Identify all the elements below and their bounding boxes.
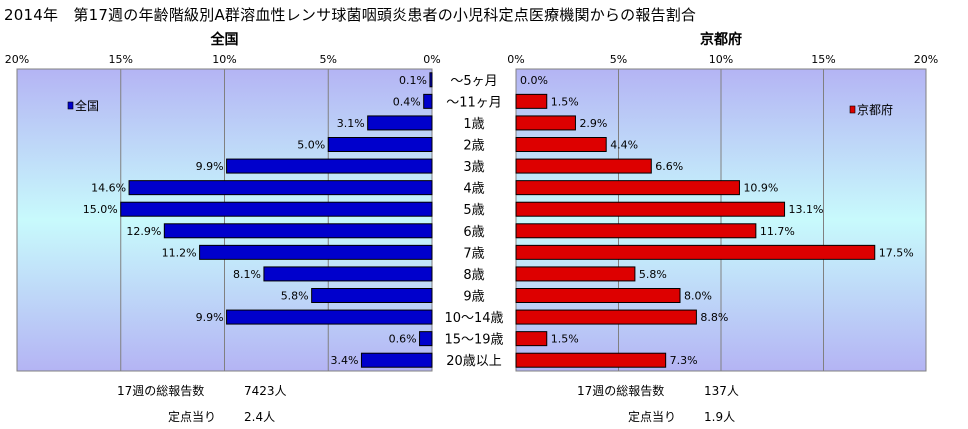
left-data-label: 0.6%: [389, 333, 417, 346]
right-bar: [515, 223, 757, 239]
right-bar: [515, 115, 576, 131]
category-label: 15～19歳: [444, 333, 503, 348]
right-data-label: 8.8%: [700, 311, 728, 324]
left-bar: [423, 93, 433, 109]
category-label: 5歳: [463, 203, 484, 218]
left-bar: [360, 352, 433, 368]
category-label: 20歳以上: [446, 354, 502, 369]
category-label: 9歳: [463, 290, 484, 305]
left-bar: [226, 309, 433, 325]
category-label: 7歳: [463, 246, 484, 261]
right-bar: [515, 158, 652, 174]
left-bar: [163, 223, 433, 239]
right-data-label: 11.7%: [760, 225, 795, 238]
right-data-label: 7.3%: [670, 354, 698, 367]
left-tick-label: 0%: [423, 53, 440, 66]
right-bar: [515, 93, 548, 109]
right-tick-label: 5%: [610, 53, 627, 66]
category-label: ～11ヶ月: [446, 95, 502, 110]
left-bar: [120, 201, 433, 217]
right-bar: [515, 201, 786, 217]
left-bar: [263, 266, 433, 282]
right-data-label: 4.4%: [610, 139, 638, 152]
right-data-label: 6.6%: [655, 160, 683, 173]
left-data-label: 5.0%: [297, 139, 325, 152]
left-tick-label: 5%: [320, 53, 337, 66]
right-bar: [515, 288, 681, 303]
left-bar: [226, 158, 433, 174]
right-tick-label: 0%: [507, 53, 524, 66]
left-per-value: 2.4人: [244, 410, 276, 424]
right-per-value: 1.9人: [704, 410, 736, 424]
right-data-label: 13.1%: [789, 203, 824, 216]
right-data-label: 17.5%: [879, 246, 914, 259]
left-legend-swatch: [67, 101, 74, 110]
right-data-label: 1.5%: [551, 95, 579, 108]
left-data-label: 15.0%: [83, 203, 118, 216]
left-tick-label: 15%: [109, 53, 133, 66]
left-tick-label: 10%: [212, 53, 236, 66]
left-panel-title: 全国: [210, 31, 239, 48]
left-data-label: 3.4%: [330, 354, 358, 367]
right-bar: [515, 244, 876, 260]
right-data-label: 10.9%: [743, 182, 778, 195]
category-label: ～5ヶ月: [450, 74, 497, 89]
left-total-value: 7423人: [244, 384, 287, 398]
left-data-label: 9.9%: [196, 160, 224, 173]
right-tick-label: 20%: [914, 53, 938, 66]
left-data-label: 8.1%: [233, 268, 261, 281]
left-per-label: 定点当り: [168, 410, 217, 424]
category-label: 4歳: [463, 182, 484, 197]
right-panel-title: 京都府: [700, 31, 742, 48]
left-data-label: 12.9%: [126, 225, 161, 238]
right-bar: [515, 137, 607, 152]
right-tick-label: 10%: [709, 53, 733, 66]
right-bar: [515, 331, 548, 347]
left-data-label: 0.1%: [399, 74, 427, 87]
left-data-label: 0.4%: [393, 95, 421, 108]
right-bar: [515, 180, 740, 196]
right-data-label: 5.8%: [639, 268, 667, 281]
right-legend-swatch: [849, 105, 856, 114]
left-data-label: 9.9%: [196, 311, 224, 324]
category-label: 6歳: [463, 225, 484, 240]
left-bar: [128, 180, 433, 196]
left-data-label: 3.1%: [337, 117, 365, 130]
left-bar: [311, 288, 433, 303]
left-total-label: 17週の総報告数: [117, 384, 205, 398]
left-data-label: 14.6%: [91, 182, 126, 195]
left-bar: [419, 331, 433, 347]
right-data-label: 1.5%: [551, 333, 579, 346]
category-label: 2歳: [463, 139, 484, 154]
right-data-label: 0.0%: [520, 74, 548, 87]
category-label: 8歳: [463, 268, 484, 283]
right-legend-label: 京都府: [857, 102, 893, 117]
left-bar: [367, 115, 433, 131]
category-label: 1歳: [463, 117, 484, 132]
left-bar: [327, 137, 433, 152]
left-data-label: 5.8%: [281, 290, 309, 303]
right-bar: [515, 266, 636, 282]
right-data-label: 2.9%: [579, 117, 607, 130]
right-bar: [515, 309, 697, 325]
left-data-label: 11.2%: [162, 246, 197, 259]
right-total-value: 137人: [704, 384, 739, 398]
right-tick-label: 15%: [811, 53, 835, 66]
category-label: 3歳: [463, 160, 484, 175]
chart-title: 2014年 第17週の年齢階級別A群溶血性レンサ球菌咽頭炎患者の小児科定点医療機…: [4, 6, 697, 24]
right-data-label: 8.0%: [684, 290, 712, 303]
right-bar: [515, 352, 667, 368]
left-legend-label: 全国: [75, 98, 99, 113]
right-per-label: 定点当り: [628, 410, 677, 424]
right-total-label: 17週の総報告数: [577, 384, 665, 398]
category-label: 10～14歳: [444, 311, 503, 326]
left-bar: [199, 244, 433, 260]
left-tick-label: 20%: [5, 53, 29, 66]
left-bar: [429, 72, 433, 88]
